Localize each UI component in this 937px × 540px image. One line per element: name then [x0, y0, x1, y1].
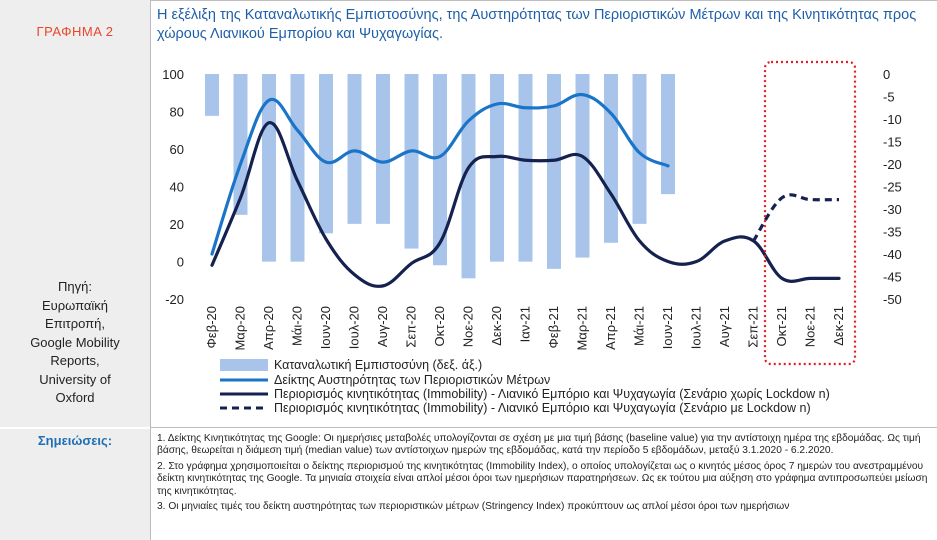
right-axis-tick-label: -45 [883, 270, 902, 285]
x-axis-tick-label: Μαρ-21 [575, 306, 590, 351]
bar [547, 74, 561, 269]
x-axis-tick-label: Οκτ-21 [774, 306, 789, 347]
left-axis-tick-label: 100 [162, 67, 184, 82]
note-item: 3. Οι μηνιαίες τιμές του δείκτη αυστηρότ… [157, 501, 790, 513]
left-axis-tick-label: 20 [170, 217, 184, 232]
right-axis-tick-label: -30 [883, 202, 902, 217]
bar [433, 74, 447, 266]
bar [632, 74, 647, 224]
right-axis-tick-label: -35 [883, 225, 902, 240]
source-text: Πηγή: Ευρωπαϊκή Επιτροπή, Google Mobilit… [30, 279, 120, 405]
divider-line [150, 0, 937, 1]
x-axis-tick-label: Ιουλ-20 [347, 306, 362, 349]
x-axis-tick-label: Ιαν-21 [518, 306, 533, 342]
stringency-line [210, 93, 670, 256]
x-axis-tick-label: Ιουλ-21 [689, 306, 704, 349]
bar [319, 74, 333, 234]
bar [661, 74, 675, 195]
bar [290, 74, 305, 262]
immobility-lockdown-line [752, 193, 840, 242]
x-axis-tick-label: Φεβ-20 [204, 306, 219, 348]
right-axis-tick-label: 0 [883, 67, 890, 82]
legend-label: Καταναλωτική Εμπιστοσύνη (δεξ. άξ.) [274, 358, 482, 372]
note-item: 1. Δείκτης Κινητικότητας της Google: Οι … [157, 433, 921, 457]
divider-line [150, 0, 151, 540]
bar [604, 74, 618, 243]
bar [575, 74, 590, 258]
right-axis-tick-label: -5 [883, 90, 895, 105]
x-axis-tick-label: Νοε-21 [803, 306, 818, 347]
right-axis-tick-label: -50 [883, 292, 902, 307]
x-axis-tick-label: Μαρ-20 [233, 306, 248, 351]
left-sidebar-panel [0, 0, 150, 427]
x-axis-tick-label: Νοε-20 [461, 306, 476, 347]
left-axis-tick-label: 80 [170, 105, 184, 120]
x-axis-tick-label: Δεκ-20 [489, 306, 504, 346]
x-axis-tick-label: Απρ-20 [261, 306, 276, 350]
figure-label: ΓΡΑΦΗΜΑ 2 [36, 24, 114, 39]
notes-section: 1. Δείκτης Κινητικότητας της Google: Οι … [157, 433, 933, 516]
legend-label: Δείκτης Αυστηρότητας των Περιοριστικών Μ… [274, 373, 550, 387]
bar [205, 74, 219, 116]
x-axis-tick-label: Ιουν-21 [660, 306, 675, 349]
chart-svg: 100 80 60 40 20 0 -20 0 -5 -10 -15 -20 -25 -30 -35 -40 -… [162, 60, 902, 415]
x-axis-tick-label: Μάι-20 [290, 306, 305, 346]
right-axis-tick-label: -15 [883, 135, 902, 150]
right-axis-tick-label: -10 [883, 112, 902, 127]
notes-sidebar-panel [0, 429, 150, 540]
x-axis-tick-label: Απρ-21 [603, 306, 618, 350]
legend-label: Περιορισμός κινητικότητας (Immobility) -… [274, 401, 811, 415]
x-axis-tick-label: Σεπ-21 [746, 306, 761, 348]
left-axis-tick-label: 40 [170, 180, 184, 195]
chart-title: Η εξέλιξη της Καταναλωτικής Εμπιστοσύνης… [157, 7, 917, 42]
left-axis-tick-label: -20 [165, 292, 184, 307]
right-axis-tick-label: -40 [883, 247, 902, 262]
x-axis-tick-label: Αυγ-20 [375, 306, 390, 347]
bar [347, 74, 362, 224]
right-axis-tick-label: -20 [883, 157, 902, 172]
x-axis-tick-label: Μάι-21 [632, 306, 647, 346]
left-axis-tick-label: 60 [170, 142, 184, 157]
bar [262, 74, 276, 262]
bar [376, 74, 390, 224]
bar [518, 74, 533, 262]
bar [490, 74, 504, 262]
left-axis-tick-label: 0 [177, 255, 184, 270]
x-axis-tick-label: Δεκ-21 [831, 306, 846, 346]
x-axis-tick-label: Φεβ-21 [546, 306, 561, 348]
immobility-line [210, 121, 841, 288]
notes-label: Σημειώσεις: [37, 433, 113, 448]
right-axis-tick-label: -25 [883, 180, 902, 195]
highlight-box [763, 60, 857, 366]
legend-label: Περιορισμός κινητικότητας (Immobility) -… [274, 387, 830, 401]
x-axis-tick-label: Αυγ-21 [717, 306, 732, 347]
x-axis-tick-label: Ιουν-20 [318, 306, 333, 349]
divider-line [150, 427, 937, 428]
x-axis-tick-label: Οκτ-20 [432, 306, 447, 347]
x-axis-tick-label: Σεπ-20 [404, 306, 419, 348]
bar [404, 74, 419, 249]
note-item: 2. Στο γράφημα χρησιμοποιείται ο δείκτης… [157, 460, 928, 497]
legend-swatch [220, 359, 268, 371]
bar [233, 74, 248, 215]
